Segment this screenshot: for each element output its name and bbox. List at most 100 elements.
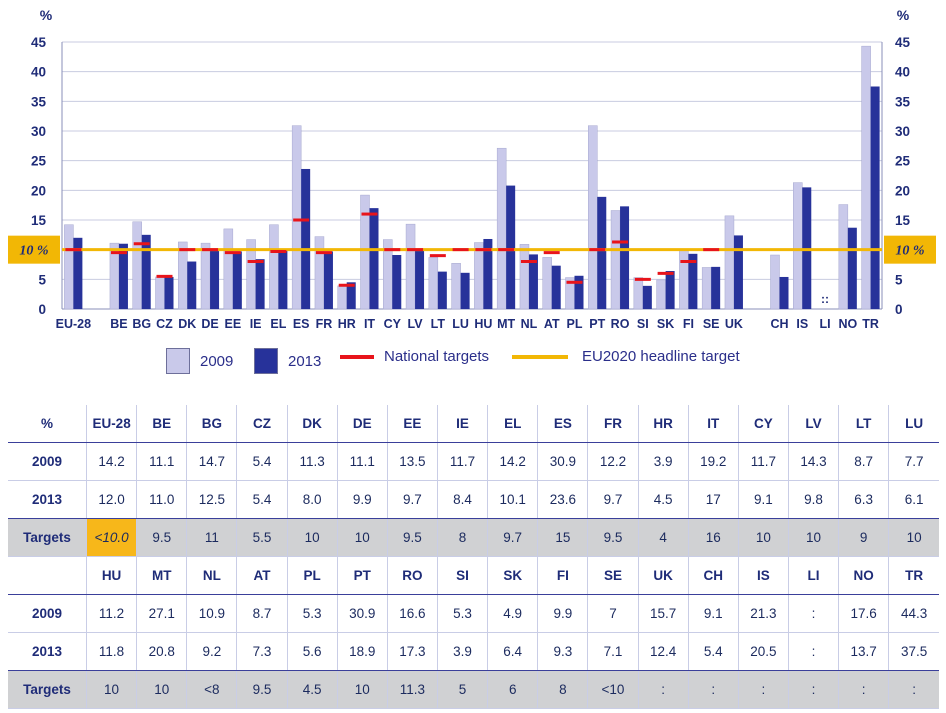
table-header-cell: HR [637,405,689,443]
table-cell: 6 [487,670,538,709]
x-tick-BE: BE [110,317,127,331]
table-cell: 9.9 [537,594,588,633]
bar-2009-SE [701,267,712,310]
table-header-cell: HU [85,556,137,595]
table-header-cell: SI [436,556,488,595]
y-tick-right-35: 35 [895,94,911,109]
table-cell: 9.2 [186,632,237,671]
bar-2009-ES [291,125,302,310]
table-cell: 17.6 [838,594,889,633]
y-tick-left-20: 20 [31,183,46,198]
y-tick-right-5: 5 [895,272,903,287]
table-cell: 11.8 [85,632,137,671]
table-cell: 11.7 [436,442,488,481]
table-header-cell: BE [136,405,187,443]
bar-2009-FI [679,250,689,310]
table-cell: 16.6 [386,594,438,633]
bar-2009-SI [633,277,644,310]
bar-2013-DE [210,250,220,309]
bar-2009-EL [269,224,279,310]
table-header-cell: EU-28 [85,405,137,443]
table-cell: 9.5 [136,518,187,557]
table-header-cell: CY [737,405,789,443]
table-header-cell: EL [487,405,538,443]
x-tick-TR: TR [862,317,879,331]
table-header-cell: FI [537,556,588,595]
table-cell: 5.6 [286,632,338,671]
table-cell: 23.6 [537,480,588,519]
table-cell: 6.3 [838,480,889,519]
table-cell: 9.5 [386,518,438,557]
table-cell: 9.1 [687,594,739,633]
x-tick-EL: EL [270,317,286,331]
table-cell: <10 [587,670,639,709]
table-header-cell: ES [537,405,588,443]
table-cell: : [637,670,689,709]
bar-2009-MT [496,147,507,310]
legend-label-2009: 2009 [200,352,234,370]
table-cell: 9.1 [737,480,789,519]
plot-area [62,42,882,309]
table-cell: 5.4 [236,442,288,481]
table-row: 2009 11.2 27.1 10.9 8.7 5.3 30.9 16.6 5.3 4.9 9.9 7… [8,594,939,633]
y-tick-right-45: 45 [895,35,911,50]
bar-2009-DK [178,241,188,310]
table-cell: 8.0 [286,480,338,519]
table-cell: 27.1 [136,594,187,633]
legend-item-eu2020-target: EU2020 headline target [512,348,740,365]
table-cell: : [737,670,789,709]
table-cell: 8.7 [838,442,889,481]
table-header-cell: FR [587,405,639,443]
bar-2009-LT [428,257,439,310]
bar-2009-TR [861,45,871,310]
bar-2013-SK [665,271,675,309]
table-cell: 12.5 [186,480,237,519]
table-cell: 10 [336,518,388,557]
table-cell: 10 [888,518,939,557]
table-header-cell: PT [336,556,388,595]
x-tick-CY: CY [384,317,402,331]
bar-2009-HU [474,242,484,310]
table-cell: 7.1 [587,632,639,671]
y-tick-left-45: 45 [31,35,47,50]
table-cell: 11.0 [136,480,187,519]
bar-2013-ES [301,168,311,309]
table-header-cell: MT [136,556,187,595]
table-cell: 13.7 [838,632,889,671]
table-cell: 14.3 [787,442,839,481]
table-cell: 17.3 [386,632,438,671]
table-cell: 12.0 [85,480,137,519]
legend-item-2013: 2013 [254,348,321,374]
bar-2013-TR [870,86,880,309]
bar-2009-IS [793,182,803,310]
table-cell: 5.4 [236,480,288,519]
table-cell: 11.3 [286,442,338,481]
y-tick-left-0: 0 [38,302,46,317]
bar-2013-NL [528,254,538,309]
table-cell: 3.9 [436,632,488,671]
bar-2013-UK [733,235,743,309]
table-cell: 10 [737,518,789,557]
bar-2013-EL [278,249,288,309]
y-tick-right-0: 0 [895,302,903,317]
table-cell: 9.5 [236,670,288,709]
x-tick-PL: PL [567,317,583,331]
table-cell: 10.1 [487,480,538,519]
y-tick-left-40: 40 [31,65,46,80]
x-tick-PT: PT [589,317,605,331]
table-header-cell: LI [787,556,839,595]
table-header-cell: IS [737,556,789,595]
table-row-label: Targets [8,518,87,557]
table-cell: 7.7 [888,442,939,481]
table-row-label: Targets [8,670,87,709]
table-cell: 9.7 [386,480,438,519]
table-row: 2013 12.0 11.0 12.5 5.4 8.0 9.9 9.7 8.4 10.1 23.6 9… [8,480,939,519]
table-header-cell: AT [236,556,288,595]
table-header-cell: NL [186,556,237,595]
table-row: 2009 14.2 11.1 14.7 5.4 11.3 11.1 13.5 11.7 14.2 3… [8,442,939,481]
y-tick-right-25: 25 [895,154,911,169]
bar-chart: 005510101515202025253030353540404545%%EU… [8,7,936,331]
x-tick-MT: MT [497,317,515,331]
x-tick-CZ: CZ [156,317,173,331]
table-cell: 7 [587,594,639,633]
